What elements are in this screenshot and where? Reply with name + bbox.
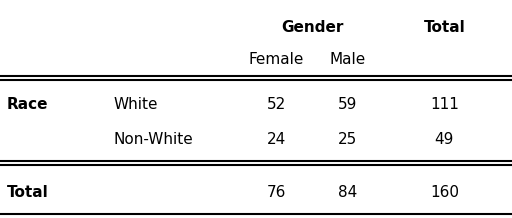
Text: 25: 25 — [338, 132, 357, 147]
Text: 84: 84 — [338, 186, 357, 200]
Text: Total: Total — [423, 20, 465, 35]
Text: Total: Total — [7, 186, 48, 200]
Text: Female: Female — [249, 52, 304, 67]
Text: 76: 76 — [267, 186, 286, 200]
Text: White: White — [114, 97, 158, 112]
Text: 24: 24 — [267, 132, 286, 147]
Text: 52: 52 — [267, 97, 286, 112]
Text: 111: 111 — [430, 97, 459, 112]
Text: 59: 59 — [338, 97, 357, 112]
Text: Gender: Gender — [281, 20, 343, 35]
Text: Race: Race — [7, 97, 48, 112]
Text: 49: 49 — [435, 132, 454, 147]
Text: Non-White: Non-White — [114, 132, 193, 147]
Text: Male: Male — [330, 52, 366, 67]
Text: 160: 160 — [430, 186, 459, 200]
